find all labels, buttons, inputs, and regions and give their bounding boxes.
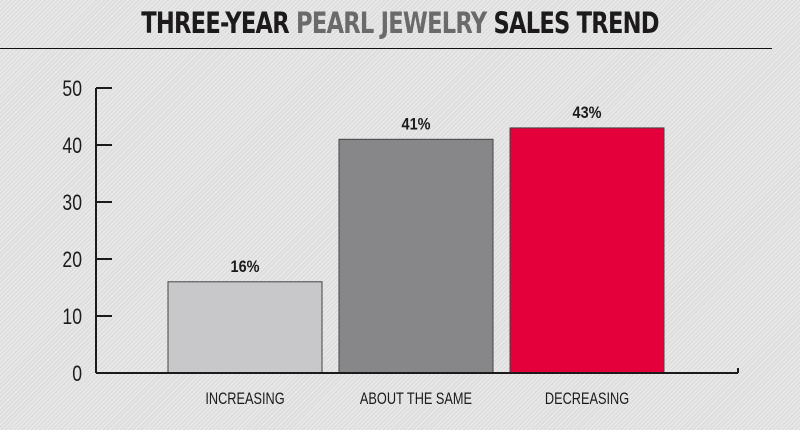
y-tick-label-0: 0 bbox=[72, 362, 82, 386]
x-tick-label-0: INCREASING bbox=[205, 389, 284, 408]
title-part-2: PEARL JEWELRY bbox=[296, 6, 487, 40]
y-tick-label-5: 50 bbox=[62, 77, 82, 101]
y-tick-label-1: 10 bbox=[62, 305, 82, 329]
data-label-1: 41% bbox=[402, 115, 431, 133]
data-label-2: 43% bbox=[573, 104, 602, 122]
title-part-3: SALES TREND bbox=[493, 6, 660, 40]
bar-2 bbox=[509, 127, 665, 374]
y-tick-label-3: 30 bbox=[62, 191, 82, 215]
x-tick-label-2: DECREASING bbox=[545, 389, 629, 408]
y-tick-label-4: 40 bbox=[62, 134, 82, 158]
y-tick-label-2: 20 bbox=[62, 248, 82, 272]
x-tick-label-1: ABOUT THE SAME bbox=[360, 389, 472, 408]
bar-1 bbox=[338, 138, 494, 374]
bar-0 bbox=[167, 281, 323, 374]
chart-title: THREE-YEAR PEARL JEWELRY SALES TREND bbox=[88, 6, 712, 40]
data-label-0: 16% bbox=[231, 258, 260, 276]
title-part-1: THREE-YEAR bbox=[141, 6, 289, 40]
title-rule bbox=[0, 48, 772, 49]
